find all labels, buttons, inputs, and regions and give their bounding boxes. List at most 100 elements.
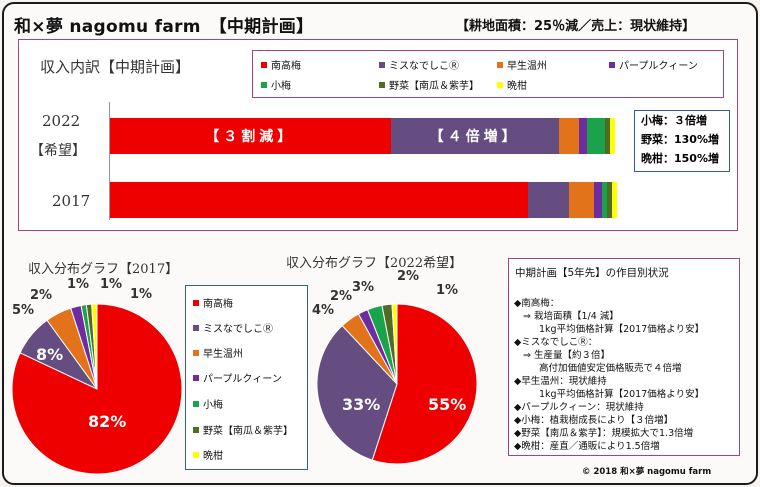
plan-line: ◆晩柑：産直／通販により1.5倍増	[514, 441, 660, 452]
legend-swatch	[261, 82, 267, 88]
legend-item-purple-queen: パープルクィーン	[609, 57, 698, 72]
pie-value-label: 8%	[36, 345, 64, 364]
pie-value-label: 5%	[12, 303, 35, 318]
legend-label: 南高梅	[203, 299, 233, 310]
pie-2022-title: 収入分布グラフ【2022希望】	[286, 256, 463, 271]
growth-callout: 小梅：３倍増 野菜：130%増 晩柑：150%増	[634, 110, 730, 172]
row-label-2022: 2022	[42, 112, 81, 130]
legend-item-wase: 早生温州	[497, 57, 547, 72]
plan-line: ⇒ 生産量【約３倍】	[523, 350, 610, 361]
pie-legend-item: 野菜【南瓜＆紫芋】	[193, 422, 293, 437]
pie-value-label: 2%	[30, 288, 53, 303]
callout-line: 野菜：130%増	[641, 133, 719, 146]
page-title: 和×夢 nagomu farm 【中期計画】	[14, 17, 314, 37]
legend-label: 早生温州	[203, 349, 243, 360]
legend-swatch	[193, 350, 199, 356]
legend-label: 野菜【南瓜＆紫芋】	[203, 426, 293, 437]
bar-segment	[568, 182, 595, 218]
legend-swatch	[193, 375, 199, 381]
bar-segment-label: 【４倍増】	[429, 129, 520, 145]
legend-swatch	[497, 82, 503, 88]
plan-line: 1kg平均価格計算【2017価格より安】	[539, 324, 705, 335]
legend-swatch	[193, 300, 199, 306]
bar-segment	[609, 118, 615, 154]
pie-value-label: 3%	[352, 280, 375, 295]
bar-legend: 南高梅 ミスなでしこⓇ 早生温州 パープルクィーン 小梅 野菜【南瓜＆紫芋】 晩…	[252, 50, 724, 98]
pie-value-label: 2%	[397, 269, 420, 284]
bar-segment	[604, 118, 610, 154]
bar-segment	[558, 118, 580, 154]
copyright: © 2018 和×夢 nagomu farm	[582, 467, 712, 477]
income-breakdown-title: 収入内訳【中期計画】	[40, 58, 191, 76]
legend-label: 晩柑	[507, 81, 527, 92]
legend-label: 小梅	[271, 81, 291, 92]
bar-segment	[607, 182, 613, 218]
legend-label: 小梅	[203, 400, 223, 411]
legend-swatch	[497, 62, 503, 68]
legend-item-yasai: 野菜【南瓜＆紫芋】	[379, 77, 479, 92]
plan-line: ◆パープルクィーン：現状維持	[514, 402, 644, 413]
bar-2022: 【３割減】 【４倍増】	[110, 118, 615, 154]
plan-title: 中期計画【5年先】の作目別状況	[515, 267, 669, 279]
plan-line: ◆早生温州：現状維持	[514, 376, 607, 387]
legend-label: 野菜【南瓜＆紫芋】	[389, 81, 479, 92]
pie-legend-item: 小梅	[193, 396, 223, 411]
bar-segment: 【３割減】	[110, 118, 391, 154]
plan-line: ◆南高梅：	[514, 298, 560, 309]
bar-segment	[528, 182, 569, 218]
plan-line: ◆小梅：植栽樹成長により【３倍増】	[514, 415, 674, 426]
bar-segment	[594, 182, 603, 218]
callout-line: 小梅：３倍増	[641, 114, 707, 127]
legend-label: 南高梅	[271, 61, 301, 72]
plan-line: 高付加価値安定価格販売で４倍増	[539, 363, 682, 374]
plan-line: ◆ミスなでしこⓇ：	[514, 337, 598, 348]
legend-label: パープルクィーン	[203, 374, 282, 385]
pie-value-label: 33%	[342, 395, 381, 414]
pie-value-label: 55%	[428, 395, 467, 414]
legend-swatch	[193, 325, 199, 331]
bar-2017	[110, 182, 618, 218]
plan-line: ⇒ 栽培面積【1/4 減】	[523, 311, 619, 322]
legend-swatch	[193, 401, 199, 407]
pie-legend-item: 晩柑	[193, 447, 223, 462]
pie-legend: 南高梅 ミスなでしこⓇ 早生温州 パープルクィーン 小梅 野菜【南瓜＆紫芋】 晩…	[185, 285, 308, 470]
bar-segment	[110, 182, 529, 218]
pie-value-label: 2%	[330, 289, 353, 304]
row-note-2022: 【希望】	[30, 143, 86, 159]
legend-label: ミスなでしこⓇ	[389, 61, 459, 72]
pie-legend-item: 早生温州	[193, 345, 243, 360]
callout-line: 晩柑：150%増	[641, 152, 719, 165]
pie-2017-title: 収入分布グラフ【2017】	[28, 262, 179, 277]
bar-axis	[109, 102, 110, 220]
pie-value-label: 1%	[100, 277, 123, 292]
legend-label: 晩柑	[203, 451, 223, 462]
pie-value-label: 82%	[88, 412, 127, 431]
legend-label: ミスなでしこⓇ	[203, 324, 273, 335]
bar-segment	[579, 118, 587, 154]
legend-swatch	[193, 452, 199, 458]
plan-line: ◆野菜【南瓜＆紫芋】：規模拡大で1.3倍増	[514, 428, 694, 439]
plan-line: 1kg平均価格計算【2017価格より安】	[539, 389, 705, 400]
legend-swatch	[379, 62, 385, 68]
legend-item-misunadeshiko: ミスなでしこⓇ	[379, 57, 459, 72]
legend-label: パープルクィーン	[619, 61, 698, 72]
legend-swatch	[193, 427, 199, 433]
legend-item-koume: 小梅	[261, 77, 291, 92]
bar-segment	[602, 182, 608, 218]
pie-legend-item: 南高梅	[193, 295, 233, 310]
page-subtitle: 【耕地面積：25％減／売上：現状維持】	[456, 19, 696, 34]
pie-legend-item: パープルクィーン	[193, 370, 282, 385]
legend-swatch	[379, 82, 385, 88]
bar-segment-label: 【３割減】	[205, 129, 296, 145]
pie-value-label: 1%	[130, 287, 153, 302]
bar-segment	[586, 118, 605, 154]
legend-item-nankoume: 南高梅	[261, 57, 301, 72]
pie-value-label: 1%	[67, 277, 90, 292]
row-label-2017: 2017	[52, 192, 91, 210]
pie-legend-item: ミスなでしこⓇ	[193, 320, 273, 335]
bar-segment	[612, 182, 618, 218]
legend-swatch	[609, 62, 615, 68]
bar-segment: 【４倍増】	[390, 118, 559, 154]
pie-value-label: 4%	[312, 303, 335, 318]
plan-box: 中期計画【5年先】の作目別状況 ◆南高梅： ⇒ 栽培面積【1/4 減】 1kg平…	[508, 258, 740, 456]
